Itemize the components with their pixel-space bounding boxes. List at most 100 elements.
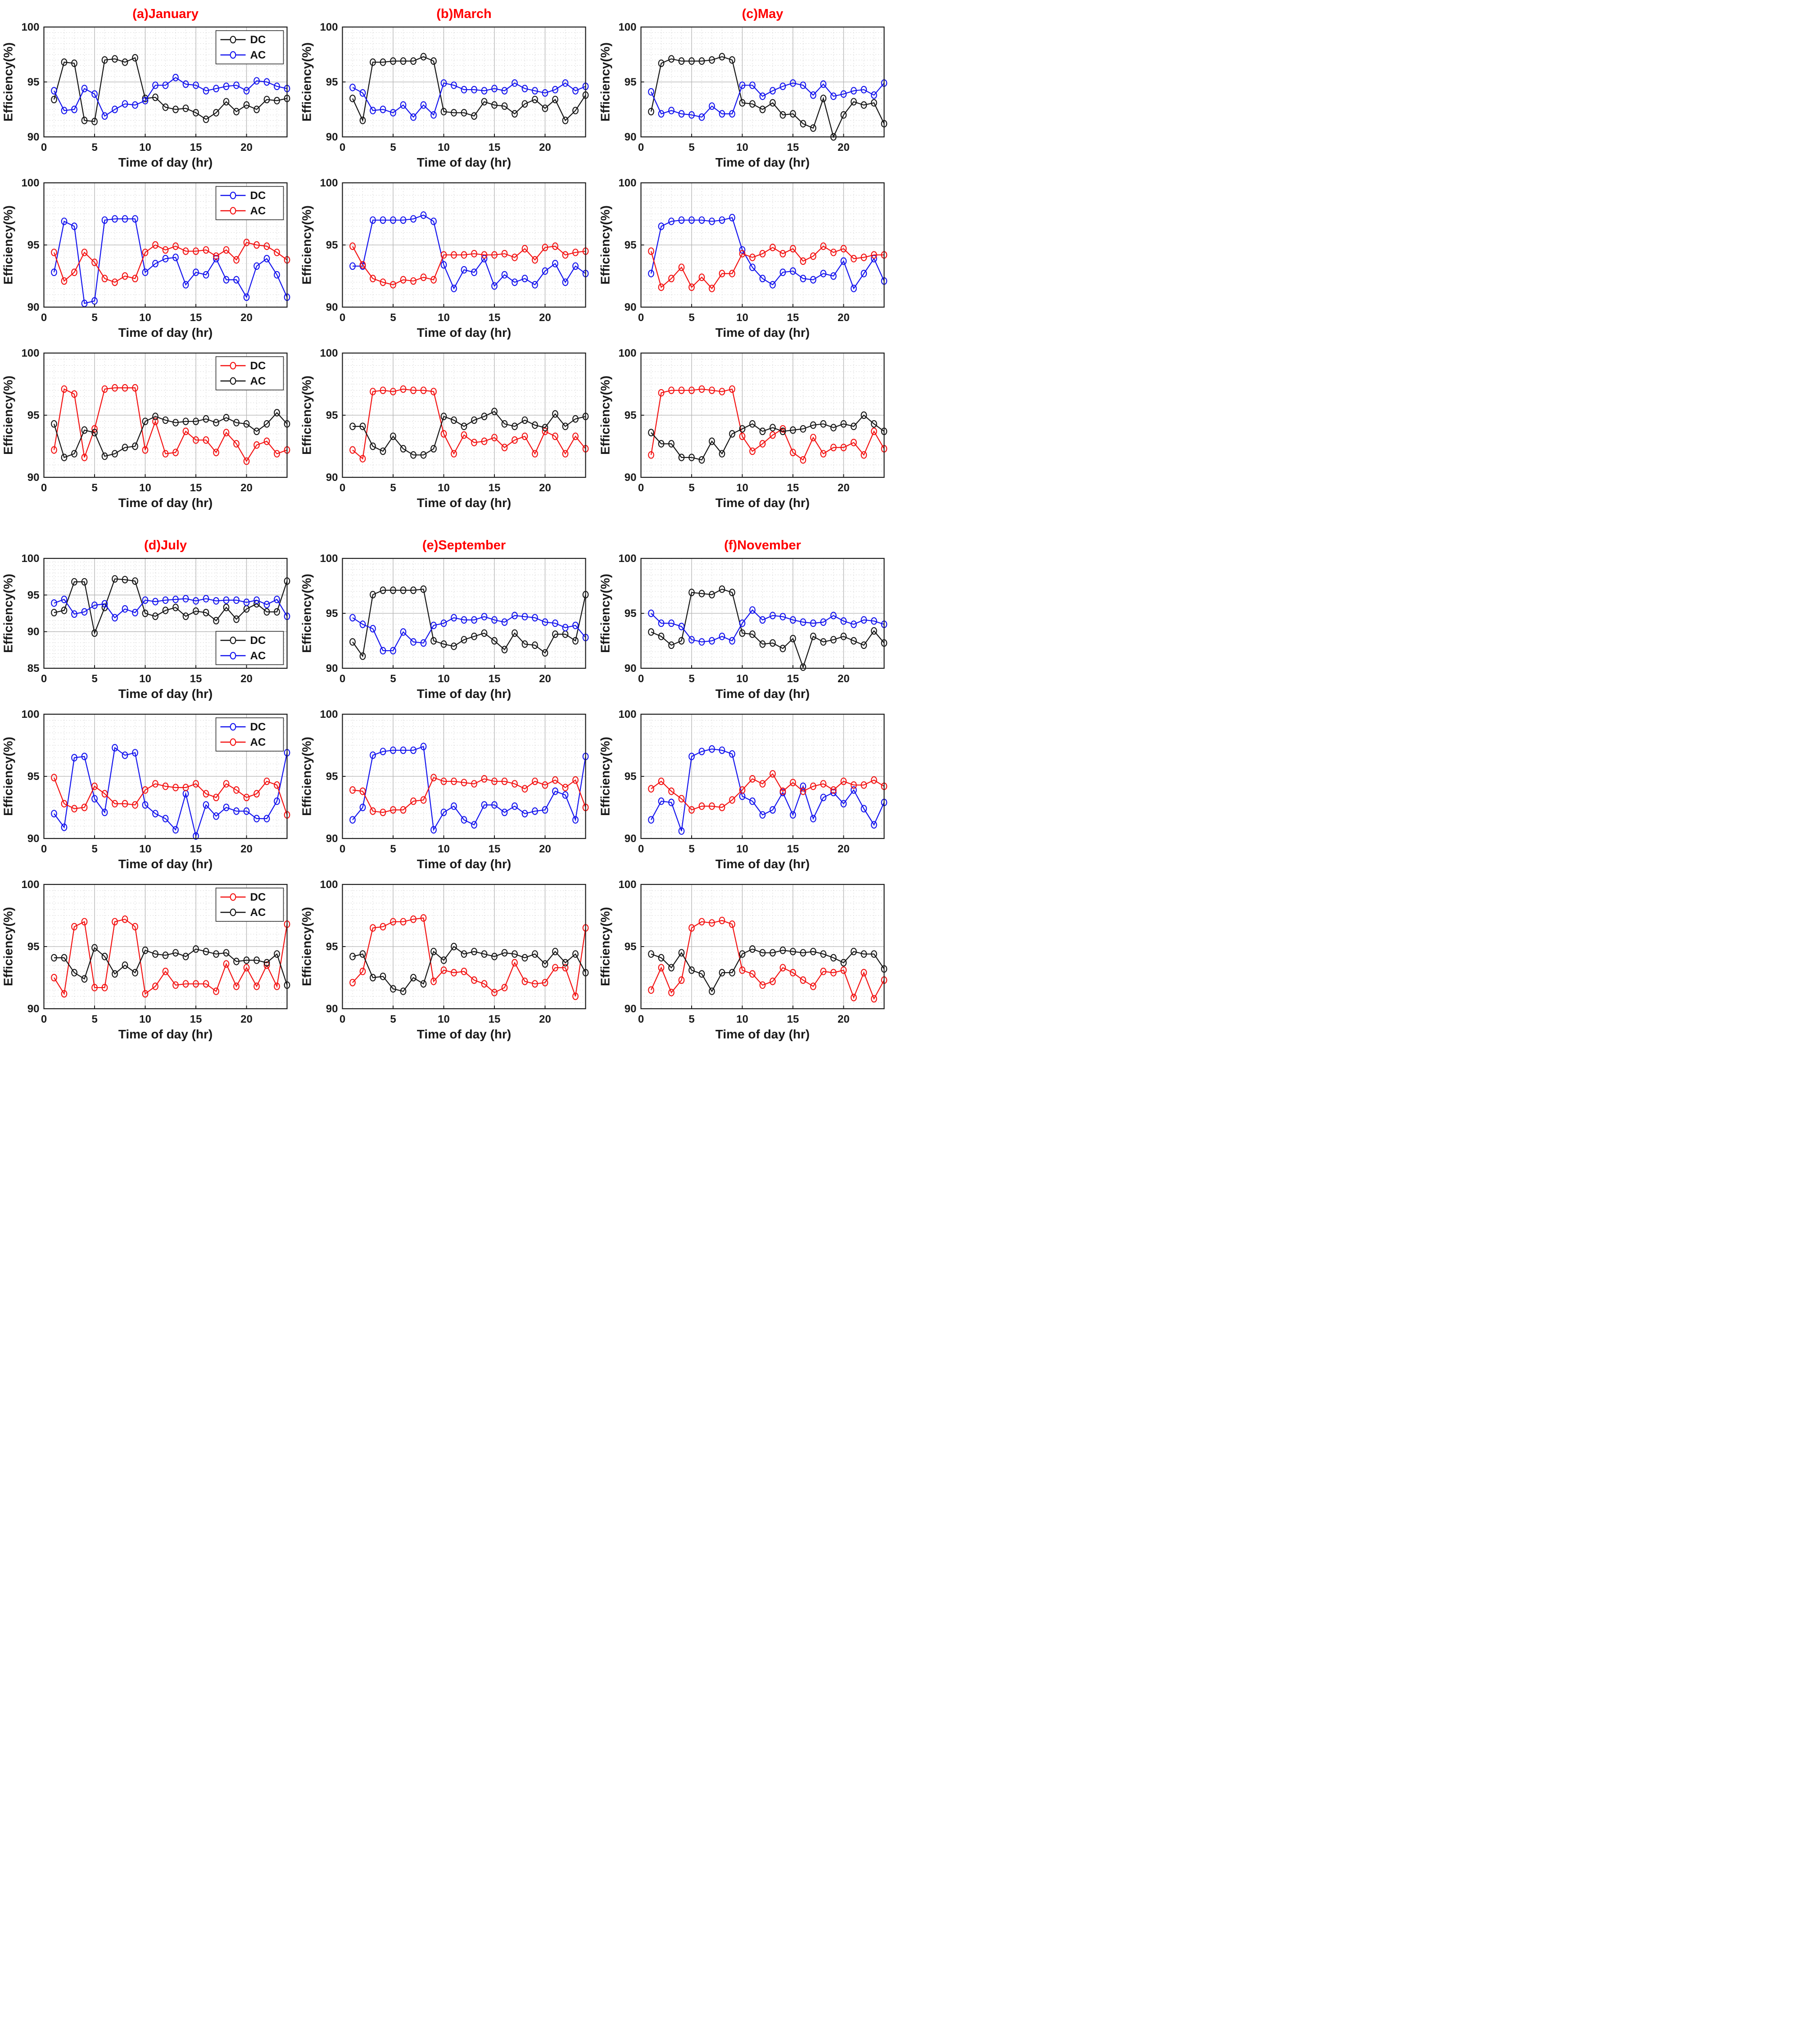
marker-dc-h4 (81, 752, 88, 761)
marker-dc-h17 (213, 616, 219, 625)
marker-dc-h5 (390, 57, 396, 65)
marker-ac-h18 (223, 414, 230, 421)
marker-dc-h11 (152, 982, 158, 990)
y-axis-label: Efficiency(%) (300, 737, 314, 816)
series-ac (648, 79, 887, 121)
marker-dc-h12 (461, 431, 467, 439)
tick-labels: 0 5 10 15 20 90 95 100 (618, 708, 849, 855)
chart-november-row2: 0 5 10 15 20 90 95 100 Time of day (hr) Efficienc… (597, 705, 896, 875)
marker-ac-h21 (254, 596, 260, 604)
tick-marks (640, 558, 844, 669)
svg-text:95: 95 (27, 770, 40, 783)
marker-dc-h2 (658, 632, 665, 640)
marker-dc-h13 (172, 105, 179, 113)
svg-text:95: 95 (326, 239, 338, 251)
series-dc (349, 211, 589, 292)
marker-dc-h22 (263, 437, 270, 445)
marker-dc-h21 (552, 787, 558, 795)
svg-text:90: 90 (326, 1003, 338, 1015)
marker-ac-h18 (521, 416, 528, 424)
marker-ac-h7 (112, 105, 118, 113)
marker-ac-h4 (81, 975, 88, 983)
marker-dc-h3 (668, 386, 675, 394)
marker-dc-h5 (688, 57, 695, 65)
chart-march-row3: 0 5 10 15 20 90 95 100 Time of day (hr) Efficienc… (299, 344, 597, 514)
svg-text:95: 95 (625, 941, 637, 953)
marker-dc-h9 (729, 213, 735, 222)
series-dc (51, 915, 290, 998)
marker-ac-h3 (668, 107, 675, 114)
marker-ac-h23 (871, 617, 877, 625)
marker-dc-h17 (810, 434, 816, 442)
axes-box (43, 557, 288, 669)
marker-dc-h15 (193, 980, 199, 988)
marker-dc-h22 (263, 961, 270, 969)
marker-ac-h22 (562, 79, 569, 87)
marker-dc-h3 (668, 55, 675, 63)
series-line-dc (353, 214, 586, 290)
marker-dc-h14 (182, 612, 189, 620)
marker-dc-h18 (521, 432, 528, 440)
marker-ac-h22 (263, 242, 270, 250)
marker-ac-h4 (380, 105, 386, 113)
marker-ac-h22 (263, 777, 270, 785)
marker-ac-h12 (162, 416, 169, 424)
marker-dc-h9 (430, 218, 437, 225)
series-line-dc (352, 388, 586, 460)
legend-marker-dc (230, 191, 236, 199)
marker-ac-h6 (400, 445, 407, 453)
marker-dc-h15 (491, 801, 498, 809)
marker-ac-h17 (810, 619, 816, 627)
marker-dc-h11 (152, 93, 158, 101)
marker-dc-h15 (790, 635, 796, 643)
marker-dc-h15 (491, 988, 498, 997)
marker-dc-h23 (572, 432, 579, 440)
marker-dc-h23 (871, 821, 877, 829)
marker-dc-h18 (820, 967, 827, 975)
marker-ac-h15 (790, 616, 796, 624)
marker-ac-h18 (521, 785, 528, 793)
marker-ac-h17 (810, 421, 816, 429)
marker-ac-h3 (370, 275, 376, 282)
marker-ac-h8 (122, 800, 128, 808)
marker-ac-h16 (800, 787, 806, 795)
marker-dc-h20 (243, 807, 250, 815)
svg-text:100: 100 (21, 347, 39, 359)
marker-ac-h15 (790, 79, 796, 87)
marker-ac-h10 (739, 81, 746, 89)
svg-text:0: 0 (340, 482, 345, 494)
marker-dc-h8 (122, 576, 128, 584)
marker-ac-h2 (61, 453, 68, 462)
svg-text:5: 5 (390, 482, 396, 494)
marker-ac-h22 (562, 422, 569, 431)
marker-dc-h10 (440, 430, 447, 438)
marker-dc-h13 (471, 632, 477, 640)
chart-svg-march-row3: 0 5 10 15 20 90 95 100 Time of day (hr) Efficienc… (300, 347, 589, 510)
marker-ac-h19 (532, 421, 538, 429)
marker-dc-h4 (81, 918, 88, 926)
marker-dc-h11 (451, 285, 457, 292)
marker-ac-h20 (840, 777, 847, 785)
marker-ac-h15 (193, 597, 199, 605)
svg-text:85: 85 (27, 662, 40, 675)
marker-ac-h22 (860, 411, 867, 419)
svg-text:0: 0 (638, 1013, 644, 1025)
marker-ac-h15 (491, 616, 498, 624)
marker-ac-h11 (451, 81, 457, 89)
major-grid (342, 558, 586, 668)
marker-ac-h22 (263, 420, 270, 428)
marker-dc-h13 (172, 826, 179, 834)
marker-dc-h3 (71, 59, 77, 67)
svg-text:5: 5 (91, 312, 97, 324)
marker-dc-h19 (830, 444, 837, 452)
svg-text:90: 90 (326, 662, 338, 675)
marker-dc-h18 (223, 603, 230, 612)
marker-ac-h5 (688, 453, 695, 462)
series-dc (349, 743, 589, 834)
marker-ac-h13 (172, 949, 179, 957)
marker-ac-h3 (668, 440, 675, 448)
tick-labels: 0 5 10 15 20 90 95 100 (320, 347, 551, 494)
svg-text:90: 90 (27, 1003, 40, 1015)
svg-text:10: 10 (438, 141, 450, 154)
marker-ac-h1 (51, 954, 57, 962)
